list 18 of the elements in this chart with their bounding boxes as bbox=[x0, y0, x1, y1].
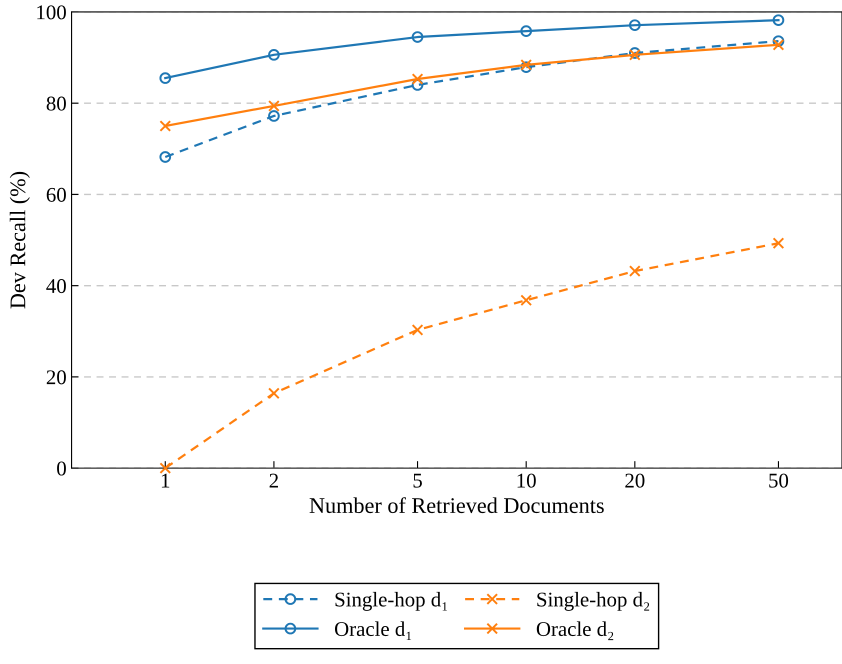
y-tick-label: 0 bbox=[57, 461, 66, 476]
x-tick-label: 2 bbox=[270, 474, 278, 488]
legend-label: Oracle d₁ bbox=[334, 621, 412, 640]
y-tick-label: 20 bbox=[46, 370, 66, 384]
x-tick-label: 20 bbox=[625, 474, 644, 488]
x-tick-label: 1 bbox=[162, 474, 170, 488]
y-tick-label: 100 bbox=[37, 5, 66, 20]
y-tick-label: 60 bbox=[46, 188, 66, 202]
legend-label: Oracle d₂ bbox=[536, 621, 614, 640]
x-tick-label: 50 bbox=[769, 474, 788, 488]
legend-label: Single-hop d₂ bbox=[537, 592, 650, 611]
legend-label: Single-hop d₁ bbox=[336, 592, 448, 611]
x-tick-label: 5 bbox=[414, 474, 422, 488]
y-axis-title: Dev Recall (%) bbox=[10, 172, 30, 308]
y-tick-label: 40 bbox=[46, 279, 66, 294]
x-tick-label: 10 bbox=[518, 474, 536, 488]
x-axis-title: Number of Retrieved Documents bbox=[310, 497, 604, 514]
y-tick-label: 80 bbox=[46, 96, 66, 111]
